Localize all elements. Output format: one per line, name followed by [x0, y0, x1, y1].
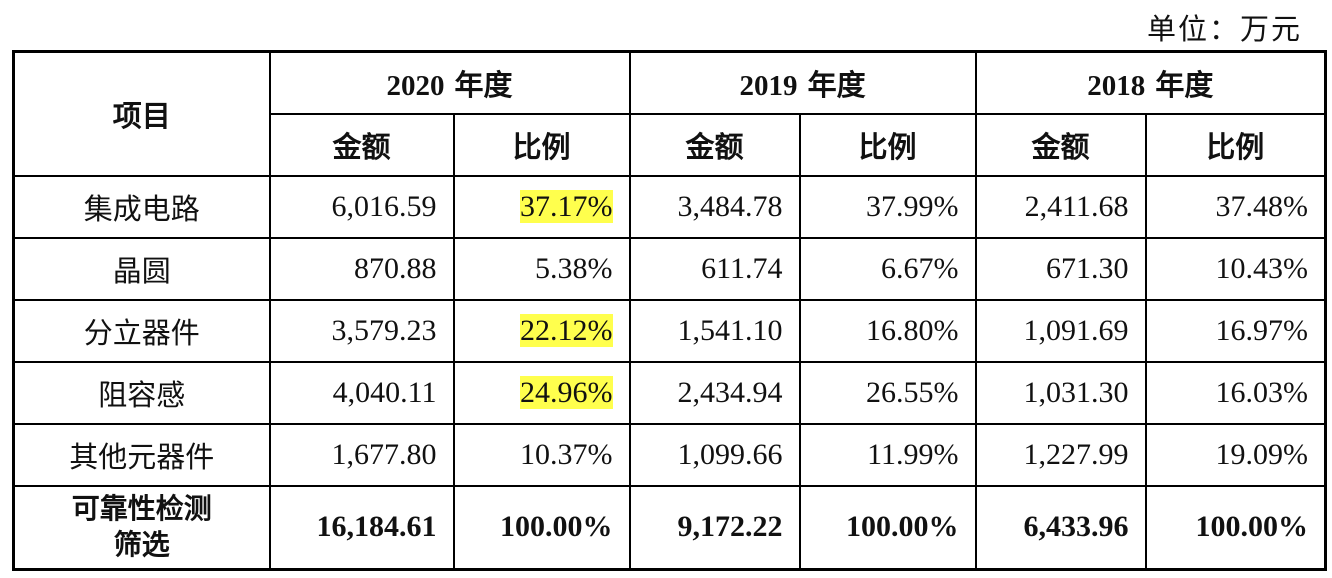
- header-year-2019: 2019 年度: [628, 50, 977, 115]
- header-amount: 金额: [268, 112, 455, 177]
- highlighted-value: 24.96%: [520, 375, 613, 409]
- header-ratio: 比例: [452, 112, 631, 177]
- table-row: 分立器件 3,579.23 22.12% 1,541.10 16.80% 1,0…: [12, 298, 1327, 363]
- highlighted-value: 37.17%: [520, 189, 613, 223]
- header-year-2020: 2020 年度: [268, 50, 631, 115]
- header-item: 项目: [12, 50, 271, 177]
- total-label: 可靠性检测 筛选: [12, 484, 271, 571]
- ratio-cell: 24.96%: [452, 360, 631, 425]
- ratio-cell: 16.03%: [1144, 360, 1327, 425]
- total-amount-cell: 16,184.61: [268, 484, 455, 571]
- amount-cell: 1,031.30: [974, 360, 1147, 425]
- header-amount: 金额: [628, 112, 801, 177]
- ratio-cell: 37.99%: [798, 174, 977, 239]
- row-label: 其他元器件: [12, 422, 271, 487]
- amount-cell: 1,099.66: [628, 422, 801, 487]
- total-row: 可靠性检测 筛选 16,184.61 100.00% 9,172.22 100.…: [12, 484, 1327, 571]
- ratio-cell: 16.97%: [1144, 298, 1327, 363]
- ratio-cell: 37.48%: [1144, 174, 1327, 239]
- total-ratio-cell: 100.00%: [452, 484, 631, 571]
- ratio-cell: 26.55%: [798, 360, 977, 425]
- table-row: 晶圆 870.88 5.38% 611.74 6.67% 671.30 10.4…: [12, 236, 1327, 301]
- amount-cell: 6,016.59: [268, 174, 455, 239]
- ratio-cell: 22.12%: [452, 298, 631, 363]
- row-label: 分立器件: [12, 298, 271, 363]
- amount-cell: 870.88: [268, 236, 455, 301]
- total-label-line2: 筛选: [113, 528, 170, 562]
- row-label: 阻容感: [12, 360, 271, 425]
- ratio-cell: 5.38%: [452, 236, 631, 301]
- amount-cell: 3,484.78: [628, 174, 801, 239]
- ratio-cell: 11.99%: [798, 422, 977, 487]
- ratio-cell: 10.43%: [1144, 236, 1327, 301]
- amount-cell: 671.30: [974, 236, 1147, 301]
- header-amount: 金额: [974, 112, 1147, 177]
- row-label: 集成电路: [12, 174, 271, 239]
- header-ratio: 比例: [1144, 112, 1327, 177]
- table-row: 其他元器件 1,677.80 10.37% 1,099.66 11.99% 1,…: [12, 422, 1327, 487]
- ratio-cell: 16.80%: [798, 298, 977, 363]
- amount-cell: 1,227.99: [974, 422, 1147, 487]
- ratio-cell: 19.09%: [1144, 422, 1327, 487]
- amount-cell: 3,579.23: [268, 298, 455, 363]
- table-row: 阻容感 4,040.11 24.96% 2,434.94 26.55% 1,03…: [12, 360, 1327, 425]
- revenue-table: 项目 2020 年度 2019 年度 2018 年度 金额 比例 金额 比例 金…: [12, 50, 1328, 571]
- total-amount-cell: 6,433.96: [974, 484, 1147, 571]
- amount-cell: 611.74: [628, 236, 801, 301]
- amount-cell: 2,411.68: [974, 174, 1147, 239]
- table-row: 集成电路 6,016.59 37.17% 3,484.78 37.99% 2,4…: [12, 174, 1327, 239]
- total-amount-cell: 9,172.22: [628, 484, 801, 571]
- amount-cell: 1,677.80: [268, 422, 455, 487]
- header-year-2018: 2018 年度: [974, 50, 1327, 115]
- amount-cell: 4,040.11: [268, 360, 455, 425]
- ratio-cell: 37.17%: [452, 174, 631, 239]
- amount-cell: 1,541.10: [628, 298, 801, 363]
- ratio-cell: 10.37%: [452, 422, 631, 487]
- amount-cell: 2,434.94: [628, 360, 801, 425]
- total-ratio-cell: 100.00%: [1144, 484, 1327, 571]
- header-row-years: 项目 2020 年度 2019 年度 2018 年度: [12, 50, 1327, 177]
- ratio-cell: 6.67%: [798, 236, 977, 301]
- total-label-line1: 可靠性检测: [71, 492, 212, 526]
- highlighted-value: 22.12%: [520, 313, 613, 347]
- total-ratio-cell: 100.00%: [798, 484, 977, 571]
- header-row-columns: 金额 比例 金额 比例 金额 比例: [14, 112, 1327, 177]
- header-ratio: 比例: [798, 112, 977, 177]
- unit-label: 单位：万元: [1146, 12, 1302, 46]
- amount-cell: 1,091.69: [974, 298, 1147, 363]
- row-label: 晶圆: [12, 236, 271, 301]
